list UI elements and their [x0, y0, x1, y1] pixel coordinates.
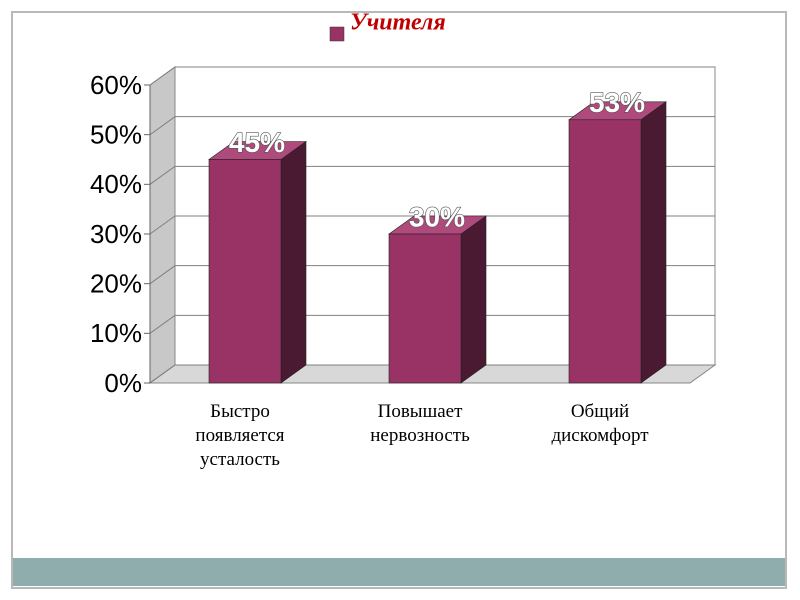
- grid-line: [149, 116, 715, 136]
- x-tick-label: Общий дискомфорт: [551, 401, 649, 446]
- y-tick-label: 50%: [90, 120, 142, 150]
- grid-line: [149, 265, 715, 285]
- y-tick-label: 40%: [90, 169, 142, 199]
- bar-side: [460, 215, 487, 384]
- grid-line: [149, 215, 715, 235]
- bar-side: [280, 140, 307, 384]
- y-tick-label: 0%: [104, 368, 142, 398]
- grid-line: [149, 314, 715, 334]
- grid-line: [149, 364, 715, 384]
- grid-line: [149, 66, 715, 86]
- value-label: 30%: [409, 201, 465, 232]
- bar: [568, 119, 642, 384]
- value-label: 45%: [229, 127, 285, 158]
- legend-label: Учителя: [350, 10, 446, 36]
- value-label: 53%: [589, 87, 645, 118]
- y-tick-label: 10%: [90, 318, 142, 348]
- x-tick-label: Быстро появляется усталость: [195, 401, 285, 470]
- grid-line: [149, 165, 715, 185]
- footer-bar: [13, 558, 785, 586]
- x-tick-label: Повышает нервозность: [370, 401, 470, 446]
- legend-swatch: [329, 26, 345, 42]
- y-tick-label: 60%: [90, 70, 142, 100]
- bar: [388, 233, 462, 384]
- y-tick-label: 30%: [90, 219, 142, 249]
- bar-side: [640, 101, 667, 384]
- bar: [208, 159, 282, 384]
- y-tick-label: 20%: [90, 269, 142, 299]
